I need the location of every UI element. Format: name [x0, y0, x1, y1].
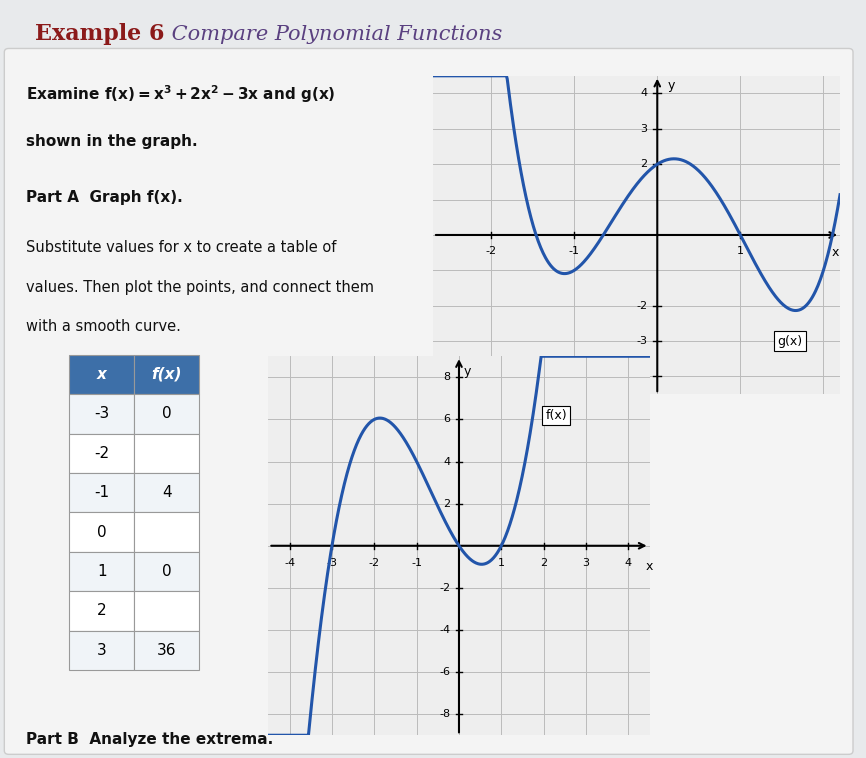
Text: x: x: [831, 246, 839, 258]
Text: Substitute values for x to create a table of: Substitute values for x to create a tabl…: [26, 240, 336, 255]
Text: -3: -3: [326, 559, 338, 568]
Text: 4: 4: [443, 456, 450, 466]
Text: 1: 1: [737, 246, 744, 255]
Text: Part A  Graph f(x).: Part A Graph f(x).: [26, 190, 183, 205]
Text: 2: 2: [443, 499, 450, 509]
Text: 4: 4: [624, 559, 632, 568]
Text: -8: -8: [439, 709, 450, 719]
Text: Examine $\mathbf{f(x) = x^3 + 2x^2 - 3x}$ and $\mathbf{g(x)}$: Examine $\mathbf{f(x) = x^3 + 2x^2 - 3x}…: [26, 83, 335, 105]
Text: 3: 3: [640, 124, 647, 134]
Text: -1: -1: [569, 246, 579, 255]
Text: 3: 3: [583, 559, 590, 568]
Text: 2: 2: [540, 559, 547, 568]
Bar: [69, 434, 134, 473]
Text: g(x): g(x): [778, 334, 803, 348]
Text: -4: -4: [637, 371, 647, 381]
Bar: [69, 394, 134, 434]
Text: 1: 1: [498, 559, 505, 568]
Bar: [69, 473, 134, 512]
Text: -1: -1: [94, 485, 109, 500]
Bar: [134, 552, 199, 591]
Text: -2: -2: [637, 301, 647, 311]
Bar: [134, 394, 199, 434]
Text: 0: 0: [97, 525, 107, 540]
Text: f(x): f(x): [152, 367, 182, 382]
Text: -2: -2: [369, 559, 380, 568]
Text: -3: -3: [94, 406, 109, 421]
Text: with a smooth curve.: with a smooth curve.: [26, 319, 181, 334]
Text: 2: 2: [97, 603, 107, 619]
Text: x: x: [97, 367, 107, 382]
Text: -2: -2: [439, 583, 450, 593]
Text: 4: 4: [640, 89, 647, 99]
Text: -2: -2: [486, 246, 497, 255]
Bar: [134, 591, 199, 631]
Text: -1: -1: [411, 559, 422, 568]
Bar: [134, 434, 199, 473]
Bar: [69, 631, 134, 670]
Bar: [134, 512, 199, 552]
Text: y: y: [667, 80, 675, 92]
Text: 4: 4: [162, 485, 171, 500]
Bar: [69, 591, 134, 631]
Text: 8: 8: [443, 372, 450, 382]
Text: Part B  Analyze the extrema.: Part B Analyze the extrema.: [26, 731, 274, 747]
Text: Example 6: Example 6: [35, 23, 165, 45]
Bar: [69, 552, 134, 591]
Bar: [134, 631, 199, 670]
Bar: [69, 355, 134, 394]
Text: -2: -2: [94, 446, 109, 461]
Text: x: x: [645, 560, 653, 574]
Text: 6: 6: [443, 415, 450, 424]
Text: 1: 1: [97, 564, 107, 579]
Text: Compare Polynomial Functions: Compare Polynomial Functions: [165, 24, 502, 44]
Text: 36: 36: [157, 643, 177, 658]
Text: f(x): f(x): [546, 409, 567, 421]
Text: 0: 0: [162, 406, 171, 421]
Text: 0: 0: [162, 564, 171, 579]
FancyBboxPatch shape: [4, 49, 853, 754]
Text: -4: -4: [439, 625, 450, 635]
Text: values. Then plot the points, and connect them: values. Then plot the points, and connec…: [26, 280, 374, 295]
Text: -4: -4: [284, 559, 295, 568]
Bar: [69, 512, 134, 552]
Text: shown in the graph.: shown in the graph.: [26, 134, 197, 149]
Bar: [134, 355, 199, 394]
Bar: [134, 473, 199, 512]
Text: -3: -3: [637, 336, 647, 346]
Text: -6: -6: [440, 667, 450, 677]
Text: y: y: [464, 365, 471, 377]
Text: 3: 3: [97, 643, 107, 658]
Text: 2: 2: [640, 159, 647, 169]
